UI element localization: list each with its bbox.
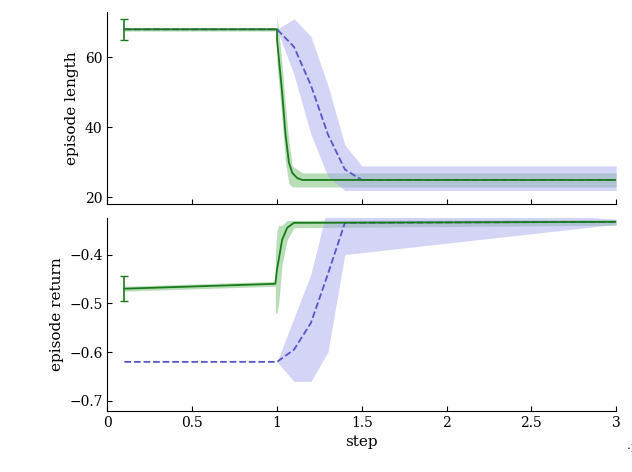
Y-axis label: episode length: episode length: [65, 51, 80, 165]
Y-axis label: episode return: episode return: [49, 257, 64, 371]
Text: $\cdot10^5$: $\cdot10^5$: [626, 439, 632, 456]
X-axis label: step: step: [346, 435, 378, 449]
